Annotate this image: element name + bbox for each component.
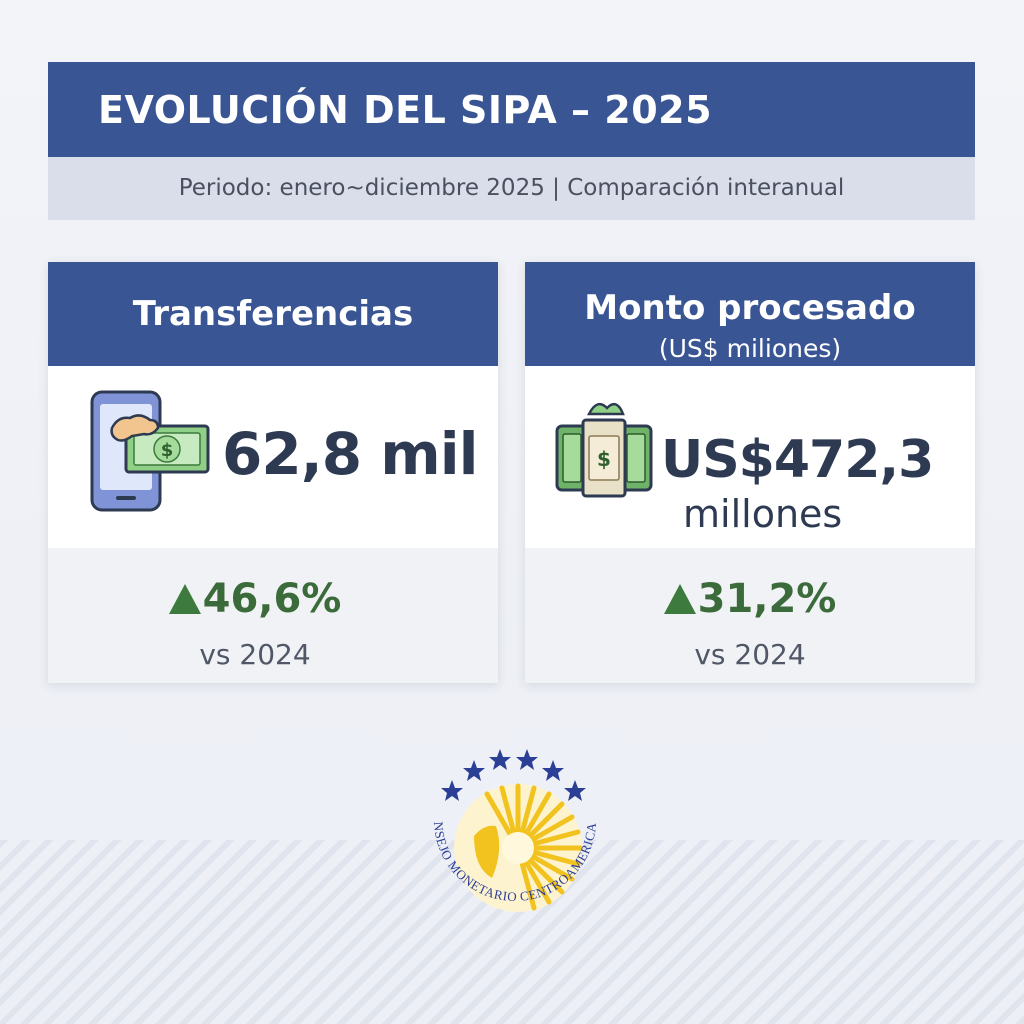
- card-header: Transferencias: [48, 262, 498, 366]
- card-transferencias: Transferencias $ 62,8 mil 46,6% vs 2024: [48, 262, 498, 683]
- card-subtitle: (US$ miliones): [658, 334, 842, 363]
- money-stack-icon: $: [555, 402, 653, 498]
- card-title: Monto procesado: [584, 288, 916, 328]
- card-header: Monto procesado (US$ miliones): [525, 262, 975, 366]
- comparison-label: vs 2024: [199, 638, 311, 671]
- card-monto-procesado: Monto procesado (US$ miliones) $ US$472,…: [525, 262, 975, 683]
- period-text: Periodo: enero~diciembre 2025 | Comparac…: [178, 175, 845, 201]
- arrow-up-icon: [663, 584, 696, 614]
- sun-seal-icon: CONSEJO MONETARIO CENTROAMERICANO: [420, 740, 599, 912]
- card-body: $ US$472,3 millones: [525, 366, 975, 548]
- period-banner: Periodo: enero~diciembre 2025 | Comparac…: [48, 157, 975, 220]
- transfer-count-value: 62,8 mil: [222, 420, 478, 488]
- arrow-up-icon: [168, 584, 201, 614]
- card-footer: 31,2% vs 2024: [525, 548, 975, 683]
- growth-indicator: 46,6%: [12, 576, 498, 622]
- amount-processed-value: US$472,3: [661, 430, 934, 490]
- phone-payment-icon: $: [90, 390, 210, 512]
- svg-text:$: $: [597, 447, 611, 471]
- svg-text:$: $: [161, 440, 174, 461]
- card-footer: 46,6% vs 2024: [48, 548, 498, 683]
- card-title: Transferencias: [132, 294, 414, 334]
- page-header: EVOLUCIÓN DEL SIPA – 2025: [48, 62, 975, 157]
- growth-value: 31,2%: [697, 576, 837, 622]
- comparison-label: vs 2024: [694, 638, 806, 671]
- card-body: $ 62,8 mil: [48, 366, 498, 548]
- growth-indicator: 31,2%: [525, 576, 975, 622]
- amount-unit: millones: [683, 492, 843, 536]
- growth-value: 46,6%: [202, 576, 342, 622]
- page-title: EVOLUCIÓN DEL SIPA – 2025: [98, 88, 713, 132]
